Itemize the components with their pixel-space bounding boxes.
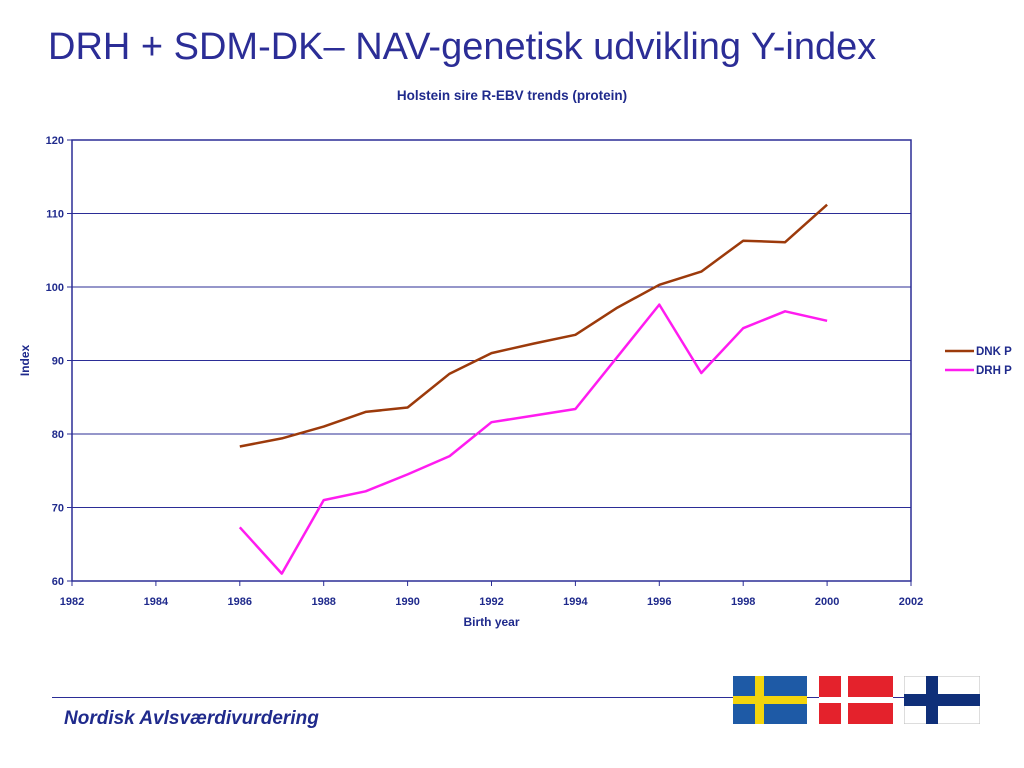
x-tick-label-1984: 1984 — [144, 596, 169, 608]
finland-flag-icon — [904, 676, 980, 724]
x-tick-label-2000: 2000 — [815, 596, 839, 608]
x-tick-label-1982: 1982 — [60, 596, 84, 608]
slide-title: DRH + SDM-DK– NAV-genetisk udvikling Y-i… — [48, 26, 877, 68]
legend-label-1: DRH P — [976, 365, 1012, 377]
x-tick-label-1988: 1988 — [311, 596, 335, 608]
x-tick-label-1998: 1998 — [731, 596, 755, 608]
y-tick-label-120: 120 — [46, 135, 64, 147]
y-tick-label-90: 90 — [52, 356, 64, 368]
y-tick-label-110: 110 — [46, 209, 64, 221]
legend-label-0: DNK P — [976, 346, 1012, 358]
series-line-drh-p — [238, 303, 828, 575]
y-tick-label-80: 80 — [52, 429, 64, 441]
series-line-dnk-p — [239, 203, 828, 448]
line-chart: Holstein sire R-EBV trends (protein) 60 70… — [18, 88, 1012, 629]
y-tick-label-60: 60 — [52, 576, 64, 588]
x-tick-label-2002: 2002 — [899, 596, 923, 608]
x-tick-label-1986: 1986 — [228, 596, 252, 608]
sweden-flag-icon — [733, 676, 807, 724]
y-axis-label: Index — [18, 345, 32, 377]
y-tick-label-100: 100 — [46, 282, 64, 294]
x-tick-label-1996: 1996 — [647, 596, 671, 608]
x-tick-label-1992: 1992 — [479, 596, 503, 608]
x-axis-label: Birth year — [463, 615, 519, 629]
y-tick-label-70: 70 — [52, 503, 64, 515]
chart-title: Holstein sire R-EBV trends (protein) — [397, 88, 627, 103]
denmark-flag-icon — [819, 676, 893, 724]
x-tick-label-1994: 1994 — [563, 596, 588, 608]
footer-divider — [52, 697, 980, 698]
footer-text: Nordisk Avlsværdivurdering — [64, 708, 319, 729]
x-tick-label-1990: 1990 — [395, 596, 419, 608]
